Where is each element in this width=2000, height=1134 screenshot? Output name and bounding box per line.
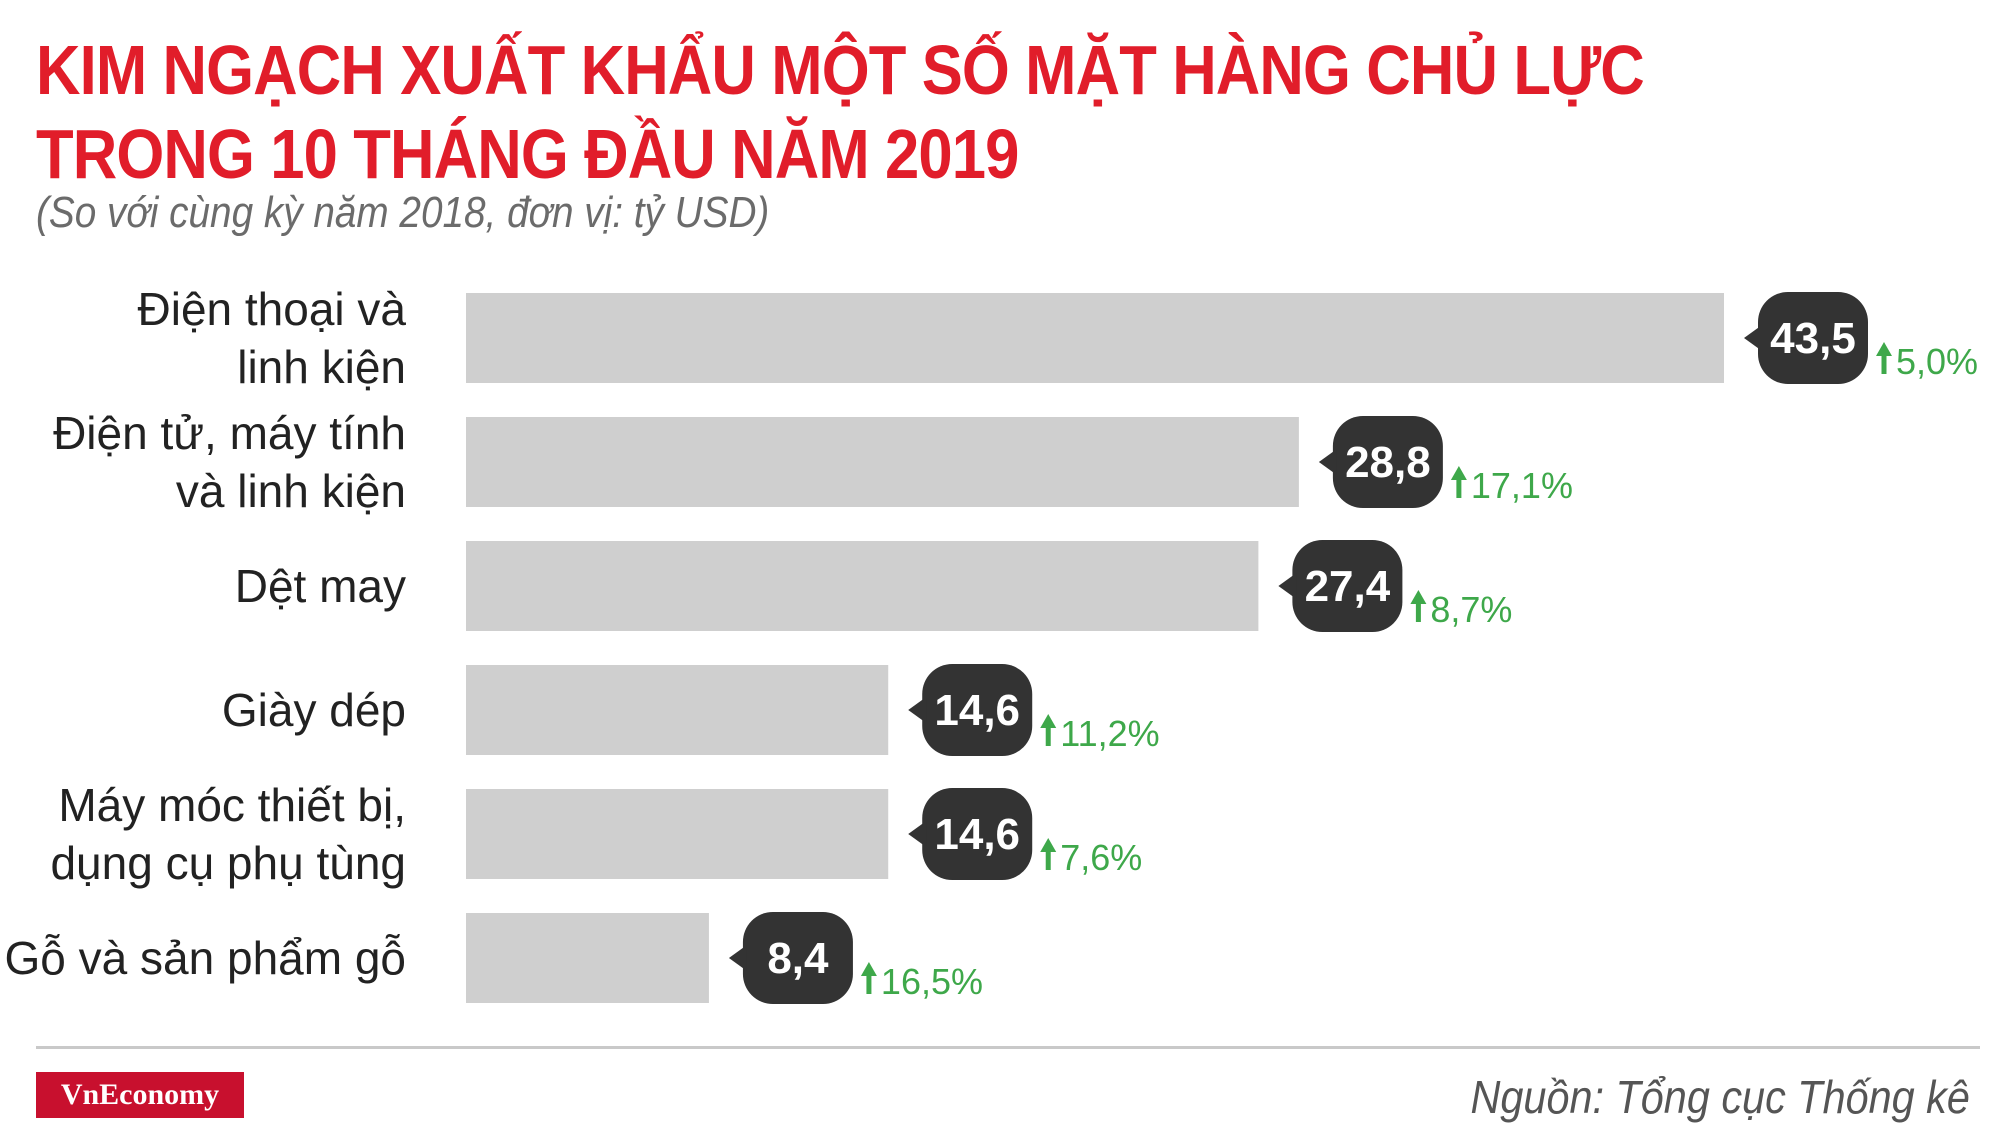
callout-body <box>1292 540 1403 632</box>
source-note: Nguồn: Tổng cục Thống kê <box>1470 1071 1970 1123</box>
category-label-line: Gỗ và sản phẩm gỗ <box>5 932 406 984</box>
category-label: Điện tử, máy tính và linh kiện <box>53 407 406 517</box>
category-label: Gỗ và sản phẩm gỗ <box>5 932 406 984</box>
value-label: 14,6 <box>934 686 1020 735</box>
callout-pointer <box>728 945 747 971</box>
callout-pointer <box>1278 573 1297 599</box>
category-label: Dệt may <box>235 560 406 612</box>
category-label-line: Điện tử, máy tính <box>53 407 406 459</box>
value-callout: 14,6 <box>908 664 1033 756</box>
bar <box>466 541 1259 631</box>
category-label-line: Dệt may <box>235 560 406 612</box>
up-arrow-icon <box>1040 838 1057 870</box>
up-arrow-icon <box>1450 466 1467 498</box>
change-label: 7,6% <box>1060 837 1142 878</box>
change-label: 17,1% <box>1471 465 1573 506</box>
footer-divider <box>36 1046 1980 1049</box>
value-label: 28,8 <box>1345 438 1431 487</box>
callout-body <box>1332 416 1443 508</box>
category-label: Điện thoại và linh kiện <box>138 283 407 393</box>
bar <box>466 417 1299 507</box>
callout-pointer <box>908 821 927 847</box>
value-label: 27,4 <box>1305 562 1391 611</box>
title-line-1: KIM NGẠCH XUẤT KHẨU MỘT SỐ MẶT HÀNG CHỦ … <box>36 31 1645 109</box>
value-label: 43,5 <box>1770 314 1856 363</box>
chart-title: KIM NGẠCH XUẤT KHẨU MỘT SỐ MẶT HÀNG CHỦ … <box>36 28 1645 196</box>
category-label-line: và linh kiện <box>176 465 406 517</box>
bar <box>466 293 1724 383</box>
category-label-line: Giày dép <box>222 684 406 736</box>
bar <box>466 789 889 879</box>
callout-pointer <box>1318 449 1337 475</box>
category-label-line: linh kiện <box>237 341 406 393</box>
up-arrow-icon <box>1040 714 1057 746</box>
category-label-line: Máy móc thiết bị, <box>58 779 406 831</box>
bar <box>466 665 889 755</box>
value-callout: 28,8 <box>1318 416 1443 508</box>
change-label: 16,5% <box>881 961 983 1002</box>
change-label: 5,0% <box>1896 341 1978 382</box>
callout-pointer <box>1744 325 1762 351</box>
callout-body <box>922 664 1033 756</box>
value-callout: 14,6 <box>908 788 1033 880</box>
change-label: 11,2% <box>1060 713 1159 754</box>
value-callout: 27,4 <box>1278 540 1403 632</box>
value-callout: 8,4 <box>728 912 853 1004</box>
value-label: 8,4 <box>767 934 829 983</box>
callout-body <box>742 912 853 1004</box>
category-label-line: Điện thoại và <box>138 283 407 335</box>
category-label-line: dụng cụ phụ tùng <box>50 837 406 889</box>
bar-chart: Điện thoại và linh kiện 43,5 5,0% Điện tử, m… <box>5 283 1978 1004</box>
callout-body <box>1758 292 1868 384</box>
callout-body <box>922 788 1033 880</box>
brand-logo: VnEconomy <box>36 1072 244 1118</box>
bar <box>466 913 709 1003</box>
value-callout: 43,5 <box>1744 292 1868 384</box>
value-label: 14,6 <box>934 810 1020 859</box>
up-arrow-icon <box>1410 590 1427 622</box>
up-arrow-icon <box>1876 342 1892 374</box>
category-label: Máy móc thiết bị, dụng cụ phụ tùng <box>50 779 406 889</box>
up-arrow-icon <box>860 962 877 994</box>
chart-subtitle: (So với cùng kỳ năm 2018, đơn vị: tỷ USD… <box>36 188 770 237</box>
title-line-2: TRONG 10 THÁNG ĐẦU NĂM 2019 <box>36 115 1019 193</box>
category-label: Giày dép <box>222 684 406 736</box>
callout-pointer <box>908 697 927 723</box>
change-label: 8,7% <box>1430 589 1512 630</box>
